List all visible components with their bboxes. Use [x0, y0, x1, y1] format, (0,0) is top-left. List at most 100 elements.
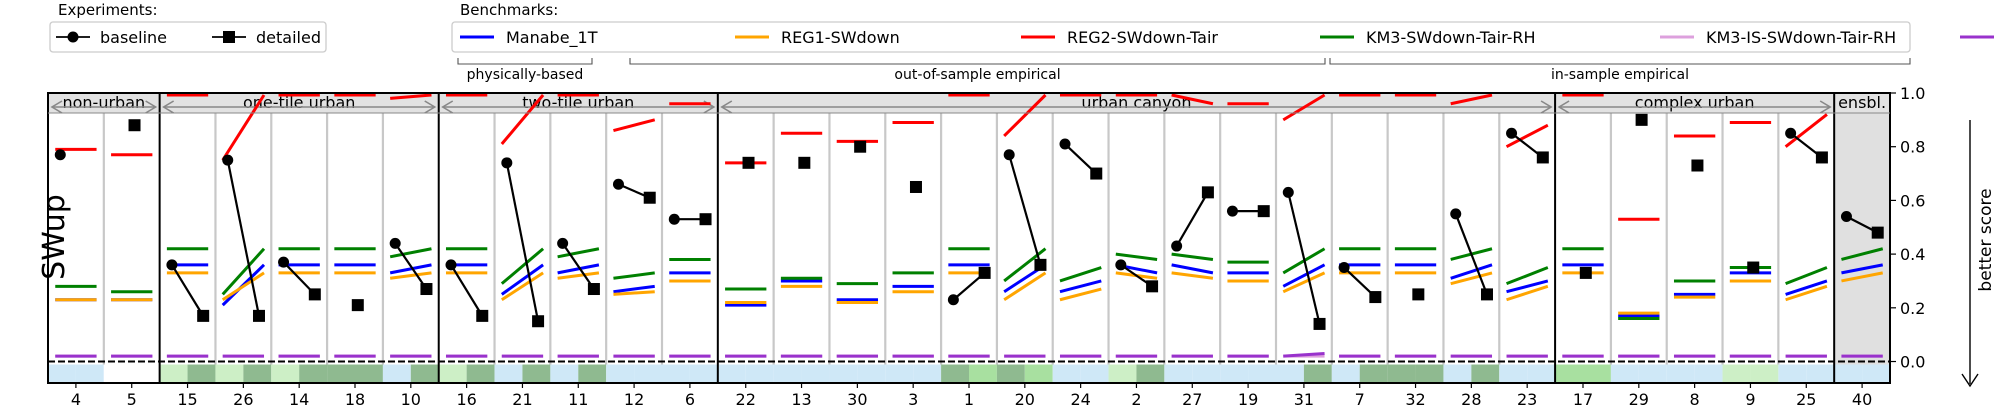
- site-strip-left: [829, 364, 858, 383]
- section-arrow-right-icon: [1540, 100, 1553, 114]
- site-strip-left: [941, 364, 969, 383]
- x-tick-label: 12: [624, 390, 644, 409]
- legend-experiment-label: detailed: [256, 28, 321, 47]
- x-tick-label: 40: [1852, 390, 1872, 409]
- site-strip-right: [913, 364, 942, 383]
- legend-group-bracket: [629, 58, 1326, 65]
- site-strip-left: [215, 364, 244, 383]
- detailed-marker: [1536, 151, 1549, 164]
- benchmark-line: [557, 247, 600, 259]
- benchmark-line: [1841, 247, 1884, 261]
- benchmark-line: [1115, 252, 1158, 261]
- legend-detailed-marker: [223, 31, 235, 43]
- section-arrow-right-icon: [424, 100, 437, 114]
- section-header-bg: [717, 93, 1556, 113]
- y-tick-label: 0.2: [1900, 299, 1925, 318]
- detailed-marker: [854, 140, 867, 153]
- x-tick-label: 7: [1355, 390, 1365, 409]
- site-strip-left: [1666, 364, 1695, 383]
- x-tick-label: 10: [401, 390, 421, 409]
- site-strip-left: [1778, 364, 1807, 383]
- x-tick-label: 6: [685, 390, 695, 409]
- legend-group-label: out-of-sample empirical: [894, 67, 1060, 83]
- benchmark-line: [221, 94, 266, 161]
- plot-frame: [47, 92, 1891, 384]
- section-arrow-left-icon: [720, 100, 733, 114]
- y-tick-label: 1.0: [1900, 84, 1925, 103]
- detailed-marker: [742, 156, 755, 169]
- baseline-marker: [1785, 127, 1797, 139]
- detailed-marker: [1635, 113, 1648, 126]
- baseline-marker: [947, 294, 959, 306]
- benchmark-line: [1003, 271, 1047, 302]
- benchmark-line: [1841, 271, 1884, 283]
- benchmark-line: [500, 94, 545, 145]
- x-tick-label: 4: [71, 390, 81, 409]
- benchmark-line: [1841, 263, 1884, 275]
- site-strip-right: [1638, 364, 1667, 383]
- site-strip-left: [996, 364, 1025, 383]
- x-tick-label: 2: [1131, 390, 1141, 409]
- legend-benchmark-label: REG2-SWdown-Tair: [1067, 28, 1218, 47]
- baseline-marker: [1506, 127, 1518, 139]
- site-strip-right: [466, 364, 495, 383]
- baseline-marker: [1450, 208, 1462, 220]
- benchmark-line: [557, 263, 600, 275]
- x-tick-label: 8: [1690, 390, 1700, 409]
- site-strip-left: [550, 364, 579, 383]
- benchmark-line: [613, 271, 655, 280]
- x-tick-label: 11: [568, 390, 588, 409]
- detailed-marker: [1412, 288, 1425, 301]
- site-strip-right: [578, 364, 607, 383]
- site-strip-right: [75, 364, 104, 383]
- section-arrow-left-icon: [162, 100, 175, 114]
- detailed-marker: [1579, 266, 1592, 279]
- y-axis-label: SWup: [37, 194, 72, 280]
- site-strip-right: [1527, 364, 1556, 383]
- site-strip-left: [1331, 364, 1360, 383]
- site-strip-left: [1499, 364, 1528, 383]
- x-tick-label: 14: [289, 390, 309, 409]
- benchmark-line: [389, 271, 432, 280]
- benchmark-line: [613, 290, 655, 296]
- benchmark-line: [390, 93, 432, 100]
- x-tick-label: 18: [345, 390, 365, 409]
- detailed-marker: [1691, 159, 1704, 172]
- baseline-marker: [557, 237, 569, 249]
- site-strip-left: [1834, 364, 1863, 383]
- detailed-marker: [798, 156, 811, 169]
- legend-group-label: in-sample empirical: [1551, 67, 1689, 83]
- baseline-marker: [1171, 240, 1183, 252]
- benchmark-line: [1450, 271, 1493, 286]
- detailed-marker: [420, 283, 433, 296]
- x-tick-label: 16: [456, 390, 476, 409]
- benchmark-line: [221, 271, 265, 302]
- legend-benchmark-label: KM3-SWdown-Tair-RH: [1366, 28, 1536, 47]
- benchmark-line: [1059, 266, 1102, 283]
- detailed-marker: [643, 191, 656, 204]
- section-arrow-right-icon: [145, 100, 158, 114]
- benchmark-line: [1282, 93, 1326, 122]
- site-strip-right: [1806, 364, 1835, 383]
- detailed-marker: [699, 213, 712, 226]
- x-tick-label: 5: [127, 390, 137, 409]
- site-strip-right: [522, 364, 551, 383]
- section-header-bg: [1834, 93, 1890, 113]
- x-tick-label: 1: [964, 390, 974, 409]
- site-strip-right: [187, 364, 216, 383]
- site-strip-left: [1555, 364, 1583, 383]
- site-strip-left: [1276, 364, 1304, 383]
- experiment-connector: [170, 264, 205, 317]
- site-strip-left: [1610, 364, 1639, 383]
- y-tick-label: 0.6: [1900, 191, 1925, 210]
- legend-benchmarks-title: Benchmarks:: [460, 1, 558, 19]
- benchmark-line: [1171, 263, 1214, 275]
- section-header-bg: [438, 93, 718, 113]
- experiment-connector: [394, 242, 428, 290]
- site-strip-left: [606, 364, 635, 383]
- experiment-connector: [450, 264, 484, 317]
- site-strip-right: [1862, 364, 1890, 383]
- benchmark-line: [557, 271, 600, 280]
- benchmark-line: [1450, 93, 1493, 106]
